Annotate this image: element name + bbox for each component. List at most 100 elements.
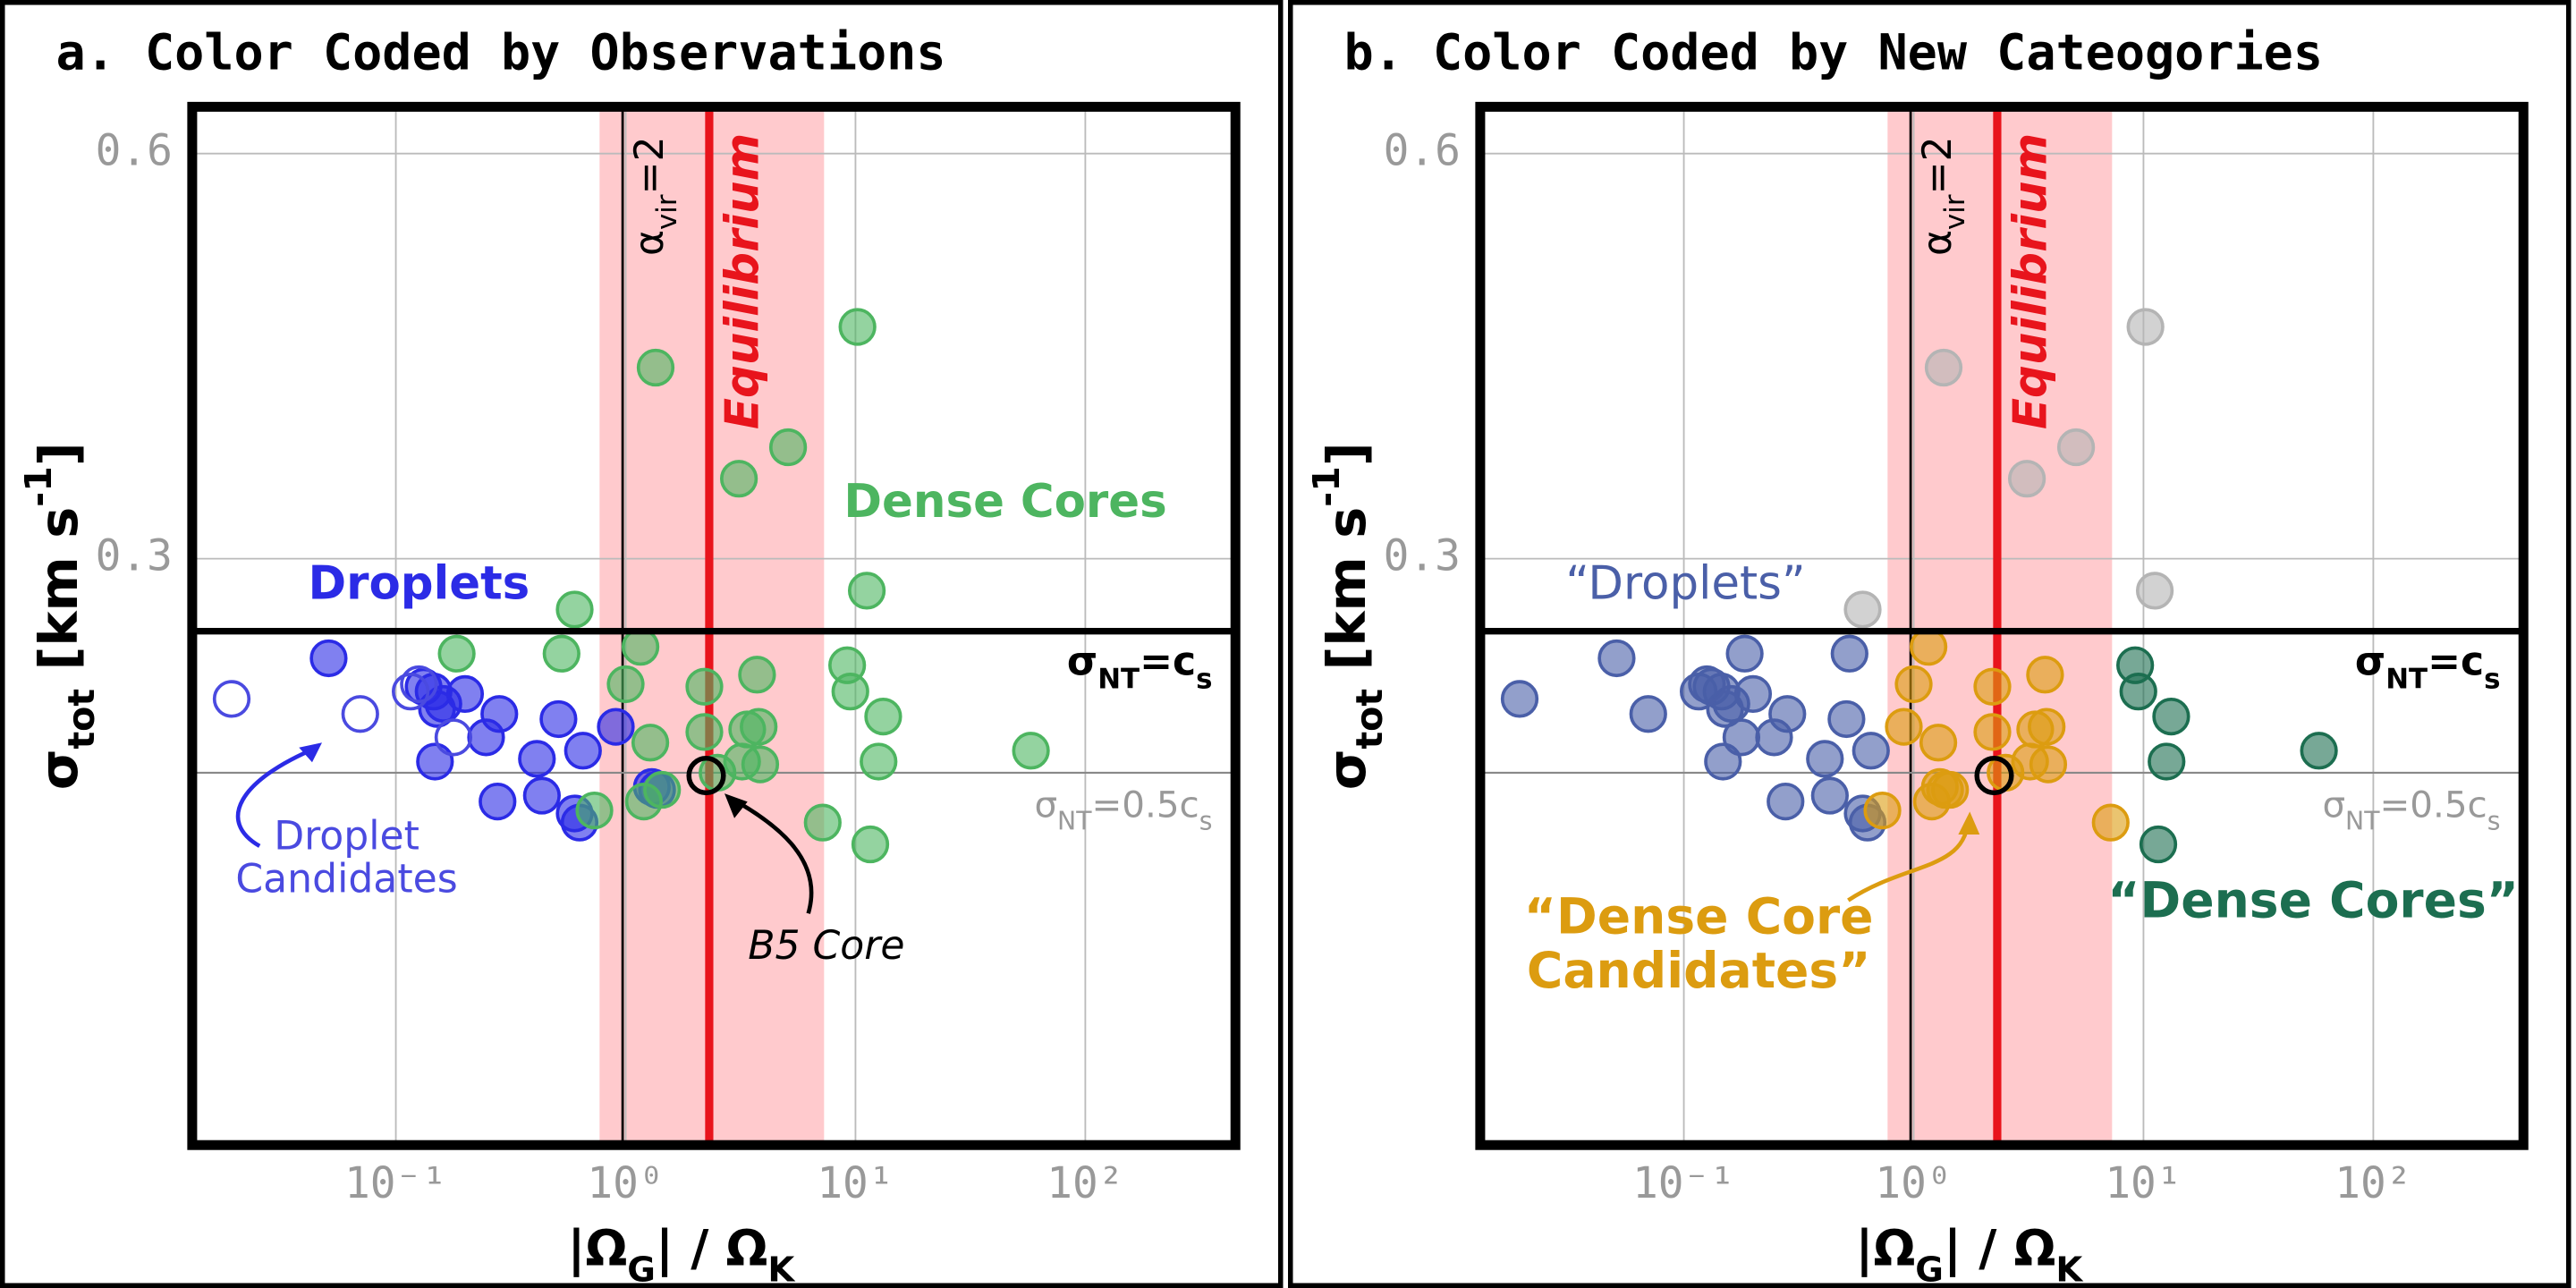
label-part: vir: [651, 194, 683, 230]
data-point: [434, 718, 473, 757]
data-point: [467, 718, 505, 757]
x-axis-label: |ΩG| / ΩK: [567, 1220, 796, 1288]
data-point: [685, 667, 724, 706]
alpha-vir-label: αvir=2: [627, 136, 683, 256]
label-part: s: [1199, 806, 1213, 835]
data-point: [831, 673, 869, 711]
data-point: [564, 732, 602, 770]
series-label: “Droplets”: [1565, 557, 1805, 611]
data-point: [685, 713, 724, 751]
data-point: [2029, 745, 2068, 784]
data-point: [1974, 756, 2014, 796]
series-label-box: Droplet Candidates: [235, 815, 458, 903]
data-point: [631, 724, 670, 762]
data-point: [309, 639, 348, 678]
data-point: [1830, 634, 1868, 673]
data-point: [1597, 639, 1636, 678]
data-point: [1629, 695, 1667, 733]
series-label: Droplets: [308, 557, 530, 611]
y-tick-label: 0.3: [96, 532, 173, 581]
data-point: [479, 783, 517, 821]
label-part: K: [767, 1250, 796, 1288]
annotation-arrow: [730, 796, 814, 914]
data-point: [555, 590, 594, 629]
data-point: [539, 699, 578, 739]
equilibrium-label: Equilibrium: [2004, 133, 2057, 429]
label-part: σ: [1034, 784, 1057, 826]
label-part: K: [2055, 1250, 2084, 1288]
x-tick-label: 10⁻¹: [1632, 1159, 1735, 1208]
data-point: [1806, 740, 1844, 778]
data-point: [741, 745, 780, 784]
data-point: [1885, 708, 1923, 746]
data-point: [437, 634, 476, 673]
series-label: Droplet Candidates: [235, 815, 458, 903]
arrow-head: [1958, 811, 1980, 835]
data-point: [803, 803, 842, 842]
series-label-box: “Dense Core Candidates”: [1523, 890, 1874, 1001]
data-point: [768, 428, 808, 467]
label-part: ]: [1316, 442, 1377, 466]
plot-frame: [1475, 101, 2529, 1150]
label-part: σ: [2355, 639, 2385, 684]
data-point: [542, 634, 580, 673]
x-tick-label: 10⁰: [1875, 1159, 1952, 1208]
data-point: [2028, 708, 2066, 746]
data-point: [341, 695, 379, 733]
label-part: α: [1915, 230, 1961, 256]
label-part: NT: [1057, 806, 1092, 835]
x-tick-label: 10⁰: [587, 1159, 664, 1208]
data-point: [522, 776, 561, 815]
data-point: [1973, 713, 2012, 751]
plot-frame: [187, 101, 1241, 1150]
data-point: [1688, 665, 1726, 704]
y-axis-label: σtot [km s-1]: [17, 442, 103, 790]
data-point: [1725, 634, 1764, 673]
label-part: =2: [627, 136, 673, 194]
y-tick-label: 0.6: [96, 127, 173, 176]
data-point: [643, 770, 682, 809]
data-point: [400, 665, 438, 704]
series-label: Dense Cores: [843, 475, 1166, 529]
data-point: [2056, 428, 2096, 467]
label-part: -1: [1305, 466, 1348, 507]
data-point: [416, 742, 454, 781]
y-tick-label: 0.3: [1384, 532, 1461, 581]
data-point: [621, 628, 660, 666]
data-point: [2091, 803, 2130, 842]
label-part: tot: [1348, 689, 1391, 750]
label-part: =c: [1140, 639, 1196, 684]
data-point: [575, 791, 614, 830]
data-point: [392, 673, 430, 711]
label-part: NT: [1097, 663, 1140, 695]
data-point: [597, 708, 635, 746]
label-part: [km s: [1316, 507, 1377, 689]
data-point: [1827, 699, 1866, 739]
data-point: [1852, 732, 1890, 770]
label-part: ]: [28, 442, 89, 466]
data-point: [2119, 673, 2157, 711]
label-part: σ: [1316, 749, 1377, 790]
data-point: [847, 572, 886, 610]
label-part: =0.5c: [1091, 784, 1199, 826]
x-tick-label: 10²: [1046, 1159, 1123, 1208]
data-point: [2126, 308, 2165, 346]
data-point: [1843, 590, 1882, 629]
label-part: tot: [60, 689, 103, 750]
data-point: [2007, 460, 2046, 498]
data-point: [851, 825, 890, 864]
panel-title: a. Color Coded by Observations: [55, 24, 945, 81]
series-label: “Dense Core Candidates”: [1523, 890, 1874, 1001]
data-point: [1924, 348, 1963, 387]
data-point: [2152, 697, 2190, 736]
data-point: [738, 656, 776, 694]
label-part: s: [2487, 806, 2501, 835]
annotation-arrow: [235, 745, 318, 848]
data-point: [719, 460, 758, 498]
data-point: [1810, 776, 1849, 815]
equilibrium-label: Equilibrium: [716, 133, 769, 429]
arrow-head: [299, 742, 322, 763]
panel-title: b. Color Coded by New Cateogories: [1343, 24, 2323, 81]
sigma-half-label: σNT=0.5cs: [2322, 784, 2500, 836]
label-part: G: [627, 1250, 656, 1288]
